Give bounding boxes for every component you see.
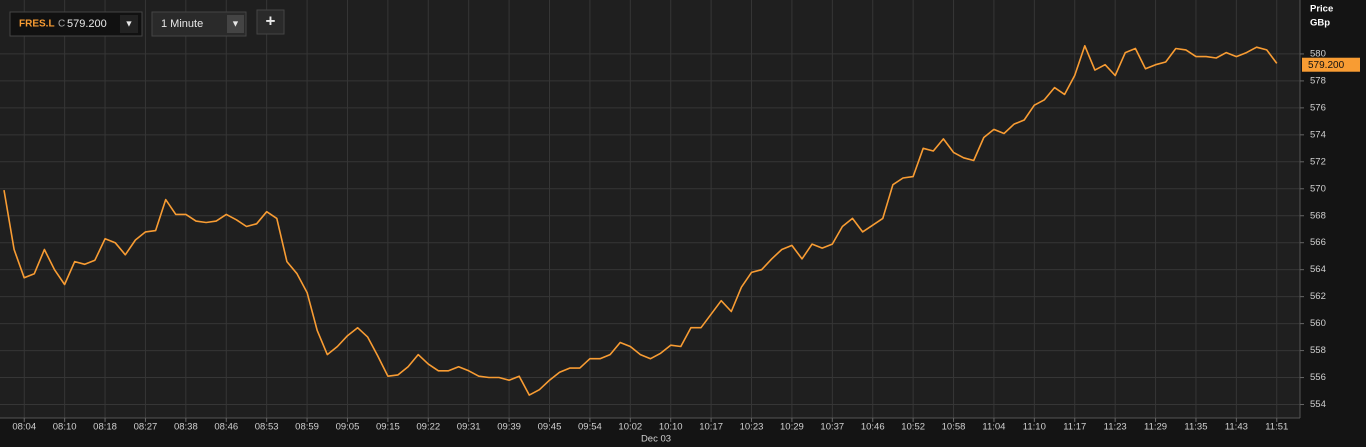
plot-area [0,0,1300,418]
marks [3,45,1278,396]
interval[interactable]: 1 Minute [161,18,203,30]
x-tick-label: 11:35 [1184,422,1207,433]
y-tick-label: 566 [1310,237,1326,248]
last-price-tag [1302,57,1360,72]
x-tick-label: 09:39 [497,422,521,433]
x-tick-label: 09:31 [457,422,481,433]
symbol[interactable]: FRES.L [19,19,55,30]
date-label: Dec 03 [641,434,671,445]
y-axis-title: Price [1310,4,1333,15]
add-button[interactable] [256,9,285,35]
y-tick-label: 572 [1310,156,1326,167]
x-tick-label: 08:59 [295,422,319,433]
grid [0,0,1300,418]
x-tick-label: 11:43 [1225,422,1248,433]
x-tick-label: 08:10 [53,422,77,433]
x-tick-label: 11:04 [982,422,1005,433]
add-button-label[interactable]: + [266,11,276,30]
x-tick-label: 09:15 [376,422,400,433]
x-tick-label: 10:10 [659,422,683,433]
x-tick-label: 11:23 [1104,422,1127,433]
y-tick-label: 574 [1310,129,1326,140]
y-tick-label: 578 [1310,75,1326,86]
x-tick-label: 08:04 [12,422,36,433]
y-tick-label: 560 [1310,318,1326,329]
y-tick-label: 562 [1310,291,1326,302]
y-tick-label: 554 [1310,399,1326,410]
x-tick-label: 09:05 [336,422,360,433]
symbol-box[interactable]: FRES.L C 579.200 ▼ [9,11,143,37]
x-tick-label: 10:58 [942,422,966,433]
x-tick-label: 10:23 [740,422,764,433]
x-tick-label: 10:17 [699,422,723,433]
interval-dropdown-arrow[interactable]: ▼ [231,18,240,28]
x-tick-label: 08:18 [93,422,117,433]
x-tick-label: 08:27 [134,422,158,433]
price-line [3,45,1278,396]
x-tick-label: 11:29 [1144,422,1167,433]
x-tick-label: 10:52 [901,422,925,433]
x-tick-label: 11:51 [1265,422,1288,433]
dropdown-arrow[interactable]: ▼ [125,18,134,28]
price-prefix: C [58,19,65,30]
dropdown-button[interactable] [120,15,138,33]
y-tick-label: 558 [1310,345,1326,356]
interval-dropdown-button[interactable] [227,15,244,33]
y-tick-label: 564 [1310,264,1326,275]
interval-box[interactable]: 1 Minute ▼ [151,11,247,37]
y-tick-label: 556 [1310,372,1326,383]
x-tick-label: 10:02 [618,422,642,433]
y-axis-unit: GBp [1310,18,1330,29]
x-tick-label: 11:10 [1023,422,1046,433]
x-tick-label: 08:53 [255,422,279,433]
x-tick-label: 08:38 [174,422,198,433]
y-tick-label: 576 [1310,102,1326,113]
symbol-price: 579.200 [67,18,107,30]
x-tick-label: 10:29 [780,422,804,433]
x-tick-label: 10:37 [820,422,844,433]
x-tick-label: 08:46 [214,422,238,433]
y-tick-label: 568 [1310,210,1326,221]
x-tick-label: 09:22 [416,422,440,433]
y-tick-label: 580 [1310,48,1326,59]
x-tick-label: 10:46 [861,422,885,433]
x-tick-label: 09:45 [538,422,562,433]
y-tick-label: 570 [1310,183,1326,194]
x-tick-label: 11:17 [1063,422,1086,433]
x-tick-label: 09:54 [578,422,602,433]
last-price-label: 579.200 [1308,60,1345,71]
